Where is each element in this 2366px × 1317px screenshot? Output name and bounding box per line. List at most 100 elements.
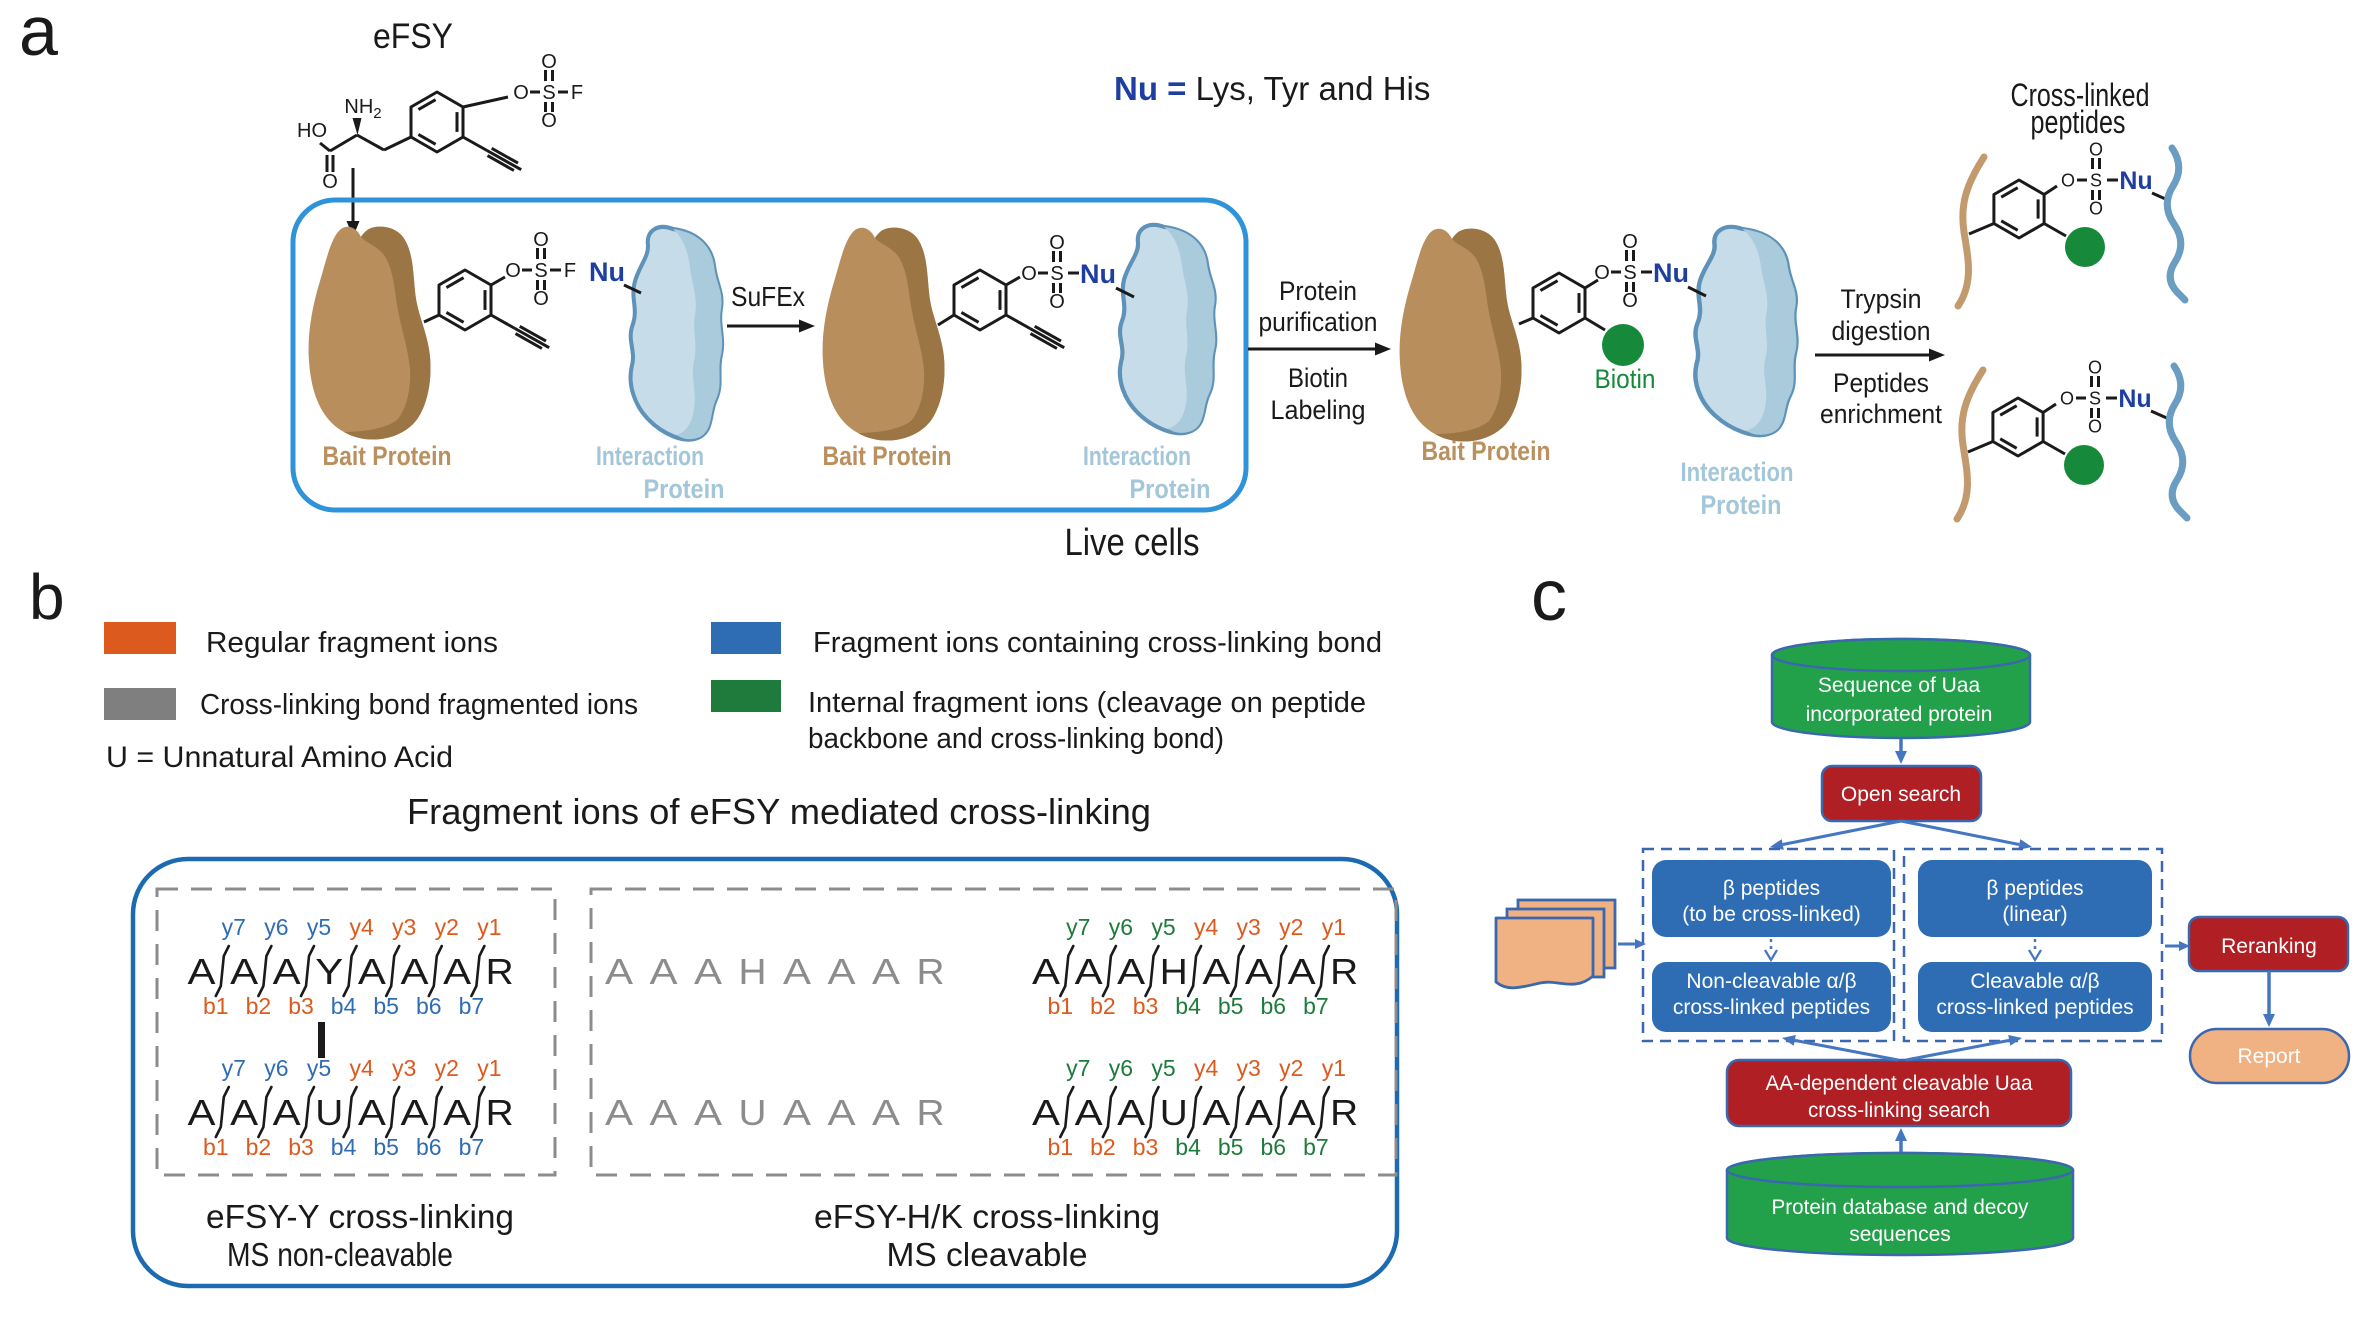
svg-text:A: A	[1202, 1092, 1230, 1133]
svg-text:A: A	[783, 951, 811, 992]
svg-text:O: O	[2089, 140, 2103, 160]
svg-text:Sequence of Uaa: Sequence of Uaa	[1818, 674, 1981, 697]
svg-text:b7: b7	[1303, 1134, 1329, 1160]
svg-text:Bait Protein: Bait Protein	[1422, 436, 1551, 466]
svg-text:R: R	[486, 951, 514, 992]
svg-text:Protein: Protein	[644, 474, 725, 504]
svg-text:O: O	[322, 171, 338, 193]
svg-text:digestion: digestion	[1832, 316, 1931, 346]
svg-text:Labeling: Labeling	[1271, 395, 1366, 425]
svg-text:b3: b3	[1133, 1134, 1159, 1160]
svg-text:c: c	[1531, 556, 1567, 636]
svg-text:A: A	[828, 1092, 856, 1133]
svg-text:y5: y5	[307, 914, 331, 940]
svg-text:y1: y1	[1322, 1055, 1346, 1081]
svg-text:O: O	[505, 260, 521, 282]
svg-text:F: F	[571, 82, 583, 104]
svg-text:incorporated protein: incorporated protein	[1806, 703, 1993, 726]
svg-text:b4: b4	[1175, 993, 1201, 1019]
svg-text:HO: HO	[297, 120, 327, 142]
svg-text:peptides: peptides	[2031, 104, 2126, 140]
svg-text:S: S	[2089, 389, 2101, 409]
svg-text:H: H	[1160, 951, 1188, 992]
svg-text:b2: b2	[1090, 993, 1116, 1019]
svg-text:U = Unnatural Amino Acid: U = Unnatural Amino Acid	[106, 741, 453, 774]
svg-text:y7: y7	[1066, 914, 1090, 940]
svg-text:b5: b5	[373, 1134, 399, 1160]
svg-text:R: R	[917, 951, 945, 992]
svg-text:cross-linked peptides: cross-linked peptides	[1673, 996, 1870, 1019]
svg-text:backbone and cross-linking bon: backbone and cross-linking bond)	[808, 723, 1224, 755]
svg-text:y3: y3	[1237, 1055, 1261, 1081]
svg-text:eFSY-H/K cross-linking: eFSY-H/K cross-linking	[814, 1198, 1160, 1235]
svg-text:y2: y2	[1279, 914, 1303, 940]
svg-text:b5: b5	[373, 993, 399, 1019]
svg-text:Protein: Protein	[1701, 490, 1782, 520]
svg-text:y1: y1	[477, 914, 501, 940]
svg-text:R: R	[486, 1092, 514, 1133]
svg-text:A: A	[1117, 1092, 1145, 1133]
svg-text:b4: b4	[1175, 1134, 1201, 1160]
svg-text:A: A	[401, 951, 429, 992]
svg-text:Non-cleavable α/β: Non-cleavable α/β	[1686, 970, 1856, 993]
svg-text:y4: y4	[349, 1055, 374, 1081]
svg-text:A: A	[650, 951, 678, 992]
svg-text:O: O	[533, 288, 549, 310]
svg-text:Protein: Protein	[1130, 474, 1211, 504]
svg-text:y5: y5	[307, 1055, 331, 1081]
svg-text:Bait Protein: Bait Protein	[823, 441, 952, 471]
svg-text:A: A	[650, 1092, 678, 1133]
svg-text:S: S	[1623, 262, 1636, 284]
svg-text:b2: b2	[246, 993, 272, 1019]
svg-text:(to be cross-linked): (to be cross-linked)	[1682, 903, 1861, 926]
svg-text:Interaction: Interaction	[596, 441, 704, 471]
svg-text:O: O	[513, 82, 529, 104]
svg-text:y1: y1	[1322, 914, 1346, 940]
svg-text:b3: b3	[1133, 993, 1159, 1019]
svg-text:U: U	[315, 1092, 343, 1133]
svg-text:Regular fragment ions: Regular fragment ions	[206, 627, 498, 659]
svg-text:A: A	[872, 951, 900, 992]
svg-text:A: A	[783, 1092, 811, 1133]
svg-text:Peptides: Peptides	[1833, 368, 1929, 398]
svg-text:b6: b6	[1261, 993, 1287, 1019]
svg-text:R: R	[1330, 951, 1358, 992]
svg-text:U: U	[739, 1092, 767, 1133]
svg-text:b5: b5	[1218, 1134, 1244, 1160]
svg-text:b6: b6	[416, 1134, 442, 1160]
svg-text:Cross-linking bond fragmented: Cross-linking bond fragmented ions	[200, 689, 638, 721]
svg-text:A: A	[401, 1092, 429, 1133]
svg-text:A: A	[1288, 951, 1316, 992]
svg-text:Cleavable α/β: Cleavable α/β	[1970, 970, 2099, 993]
svg-text:O: O	[2089, 199, 2103, 219]
svg-text:H: H	[739, 951, 767, 992]
svg-text:AA-dependent cleavable Uaa: AA-dependent cleavable Uaa	[1766, 1072, 2033, 1095]
svg-text:A: A	[1288, 1092, 1316, 1133]
svg-text:O: O	[1594, 262, 1610, 284]
svg-text:A: A	[188, 1092, 216, 1133]
svg-text:y2: y2	[435, 914, 459, 940]
svg-text:A: A	[1032, 951, 1060, 992]
svg-text:O: O	[541, 51, 557, 73]
svg-text:Nu: Nu	[2118, 385, 2151, 413]
svg-text:b1: b1	[1048, 993, 1074, 1019]
svg-text:A: A	[828, 951, 856, 992]
svg-text:A: A	[1075, 951, 1103, 992]
svg-text:b1: b1	[203, 1134, 229, 1160]
svg-text:Protein database and decoy: Protein database and decoy	[1772, 1196, 2029, 1219]
svg-text:A: A	[273, 951, 301, 992]
svg-text:A: A	[872, 1092, 900, 1133]
svg-text:y7: y7	[222, 914, 246, 940]
svg-text:Nu: Nu	[2119, 167, 2152, 195]
svg-text:b2: b2	[1090, 1134, 1116, 1160]
svg-text:y7: y7	[1066, 1055, 1090, 1081]
svg-text:O: O	[1049, 291, 1065, 313]
svg-text:eFSY: eFSY	[373, 17, 453, 56]
svg-text:A: A	[1075, 1092, 1103, 1133]
svg-text:b1: b1	[1048, 1134, 1074, 1160]
svg-text:y5: y5	[1151, 1055, 1175, 1081]
svg-text:A: A	[1117, 951, 1145, 992]
svg-text:A: A	[694, 1092, 722, 1133]
svg-text:b7: b7	[1303, 993, 1329, 1019]
svg-text:b2: b2	[246, 1134, 272, 1160]
